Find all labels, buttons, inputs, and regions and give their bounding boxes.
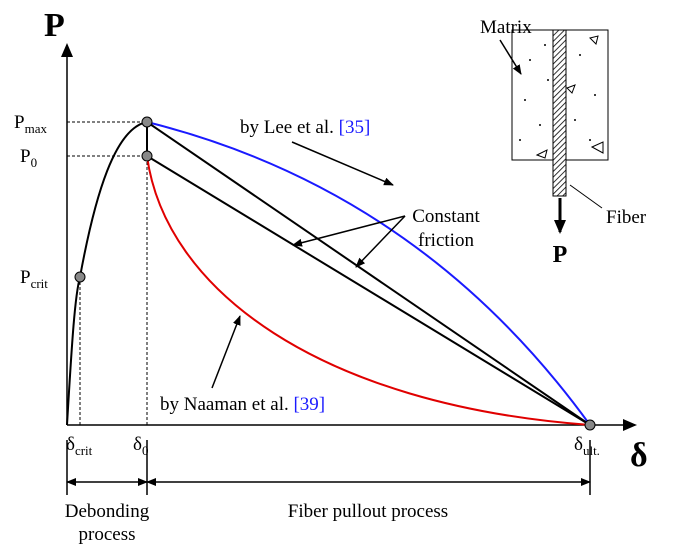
label-part: crit xyxy=(75,443,93,458)
label-part: δ xyxy=(133,434,142,455)
friction-arrow xyxy=(355,215,406,268)
fiber-leader xyxy=(569,184,603,209)
pullout-label: Fiber pullout process xyxy=(288,501,448,522)
debonding-label: Debonding xyxy=(65,501,150,522)
label-part: δ xyxy=(574,434,583,455)
label-part: 0 xyxy=(31,155,38,170)
label-part: P xyxy=(14,112,25,133)
label-part: by Naaman et al. xyxy=(160,394,293,415)
naaman-curve xyxy=(146,155,591,426)
load-label: P xyxy=(553,242,568,268)
label-part: [39] xyxy=(293,394,325,415)
p-0-label: P0 xyxy=(20,146,37,170)
delta-crit-label: δcrit xyxy=(66,434,93,458)
guides xyxy=(67,121,148,425)
delta-0-label: δ0 xyxy=(133,434,148,458)
lee-curve xyxy=(146,121,591,426)
naaman-label: by Naaman et al. [39] xyxy=(160,394,325,415)
naaman-arrow xyxy=(211,315,241,389)
matrix-label: Matrix xyxy=(480,17,532,38)
label-part: [35] xyxy=(339,117,371,138)
constant-label: Constant xyxy=(412,206,480,227)
friction-line xyxy=(146,155,591,426)
label-part: P xyxy=(20,267,31,288)
aggregates xyxy=(535,35,604,159)
matrix-dots xyxy=(519,44,596,141)
lee-arrow xyxy=(291,141,394,186)
fiber-label: Fiber xyxy=(606,207,647,228)
x-axis-label: δ xyxy=(630,437,648,474)
p-max-label: Pmax xyxy=(14,112,47,136)
debonding-label: process xyxy=(79,524,136,545)
p-crit-label: Pcrit xyxy=(20,267,48,291)
label-part: crit xyxy=(31,276,49,291)
fiber xyxy=(552,29,567,197)
friction-line xyxy=(146,121,591,426)
lee-label: by Lee et al. [35] xyxy=(240,117,370,138)
points xyxy=(74,116,596,431)
process-dimensions xyxy=(66,440,591,495)
label-part: 0 xyxy=(142,443,149,458)
y-axis-label: P xyxy=(44,7,65,44)
label-part: ult. xyxy=(583,443,600,458)
label-part: by Lee et al. xyxy=(240,117,339,138)
delta-ult-label: δult. xyxy=(574,434,600,458)
matrix-arrow xyxy=(499,39,522,75)
label-part: max xyxy=(25,121,48,136)
label-part: P xyxy=(20,146,31,167)
label-part: δ xyxy=(66,434,75,455)
friction-label: friction xyxy=(418,230,474,251)
friction-arrow xyxy=(292,215,406,247)
